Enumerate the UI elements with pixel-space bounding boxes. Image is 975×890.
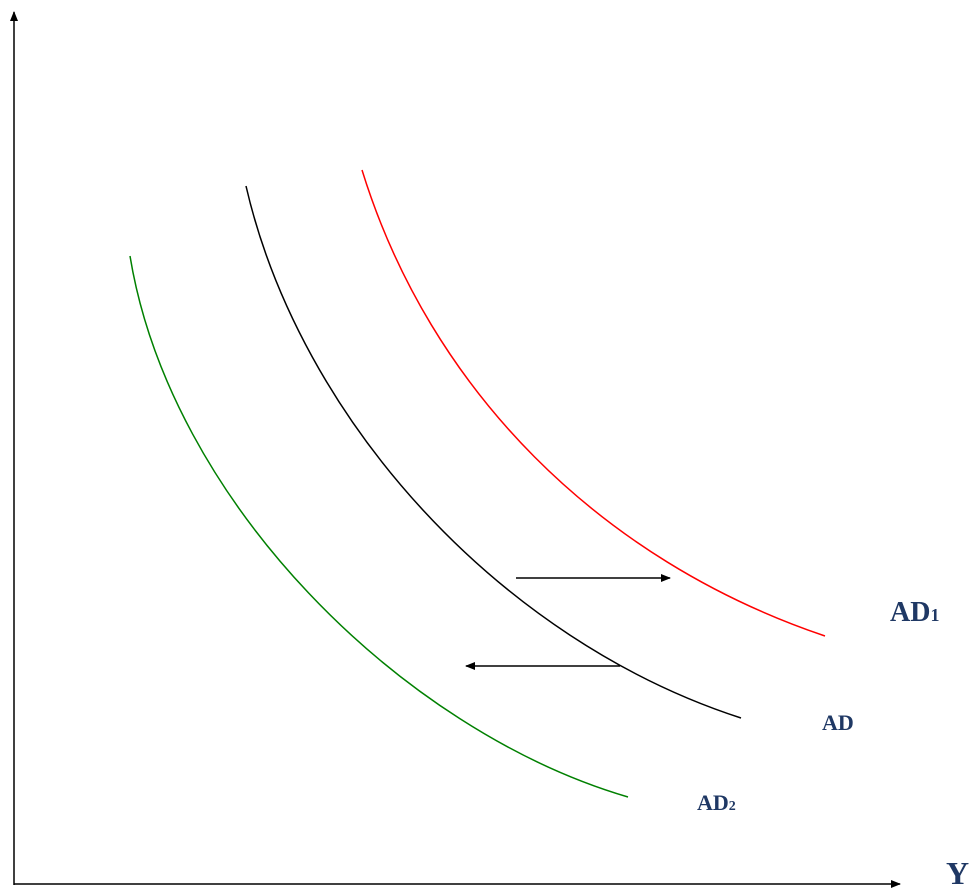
curve-ad	[245, 185, 742, 719]
label-subscript: 1	[930, 605, 939, 625]
label-text: AD	[890, 597, 930, 628]
curve-label: AD	[822, 710, 854, 735]
curve-label: AD1	[890, 597, 939, 628]
curve-label: AD2	[697, 790, 736, 815]
x-axis-label: Y	[946, 855, 969, 890]
label-text: AD	[697, 790, 729, 815]
curve-ad1	[361, 169, 826, 637]
label-subscript: 2	[729, 799, 736, 814]
clip-box: AD2	[697, 790, 736, 815]
curve-ad2	[129, 255, 629, 798]
